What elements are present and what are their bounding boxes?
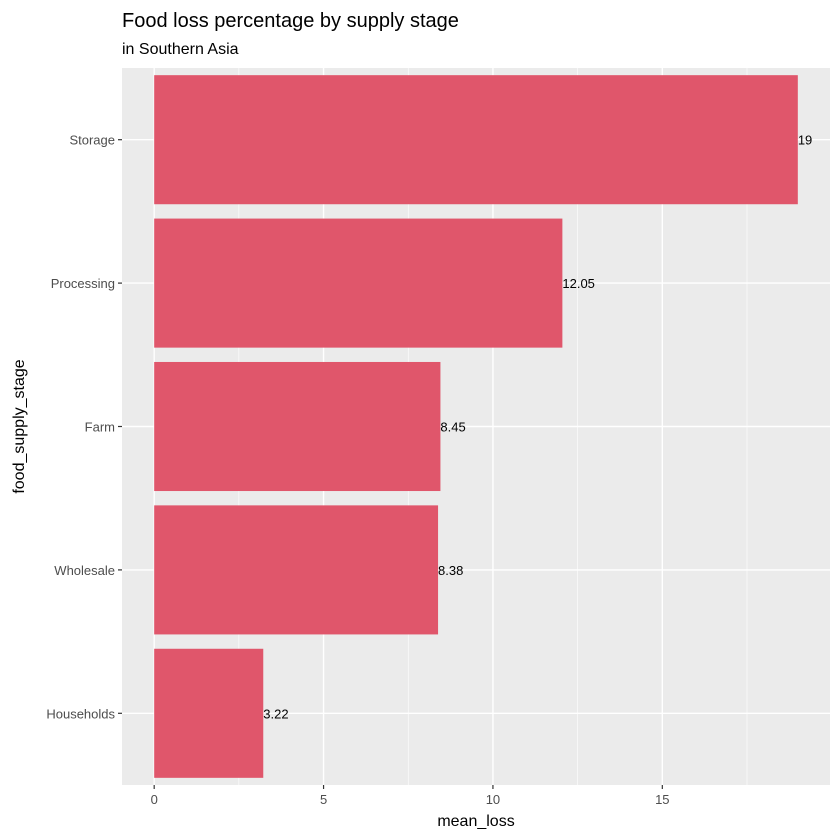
- x-tick-label: 10: [486, 792, 500, 807]
- data-label: 12.05: [562, 276, 595, 291]
- bar: [154, 648, 264, 778]
- bar: [154, 75, 798, 205]
- bar: [154, 361, 441, 492]
- x-axis-title: mean_loss: [437, 813, 514, 830]
- x-tick-label: 15: [655, 792, 669, 807]
- chart-subtitle: in Southern Asia: [122, 41, 239, 58]
- bar: [154, 218, 563, 348]
- x-tick-label: 0: [151, 792, 158, 807]
- data-label: 8.45: [440, 420, 465, 435]
- y-tick-label: Storage: [69, 133, 115, 148]
- y-tick-label: Households: [46, 706, 115, 721]
- x-tick-label: 5: [320, 792, 327, 807]
- data-labels: 19 12.05 8.45 8.38 3.22: [263, 133, 812, 722]
- y-tick-label: Farm: [85, 420, 115, 435]
- bar: [154, 505, 439, 635]
- data-label: 3.22: [263, 706, 288, 721]
- bars: [154, 75, 798, 778]
- y-tick-label: Processing: [51, 276, 115, 291]
- x-axis: 0 5 10 15: [151, 785, 670, 807]
- y-tick-label: Wholesale: [54, 563, 115, 578]
- chart-title: Food loss percentage by supply stage: [122, 10, 459, 32]
- y-axis: Storage Processing Farm Wholesale Households: [46, 133, 122, 721]
- data-label: 8.38: [438, 563, 463, 578]
- y-axis-title: food_supply_stage: [11, 359, 28, 493]
- data-label: 19: [798, 133, 812, 148]
